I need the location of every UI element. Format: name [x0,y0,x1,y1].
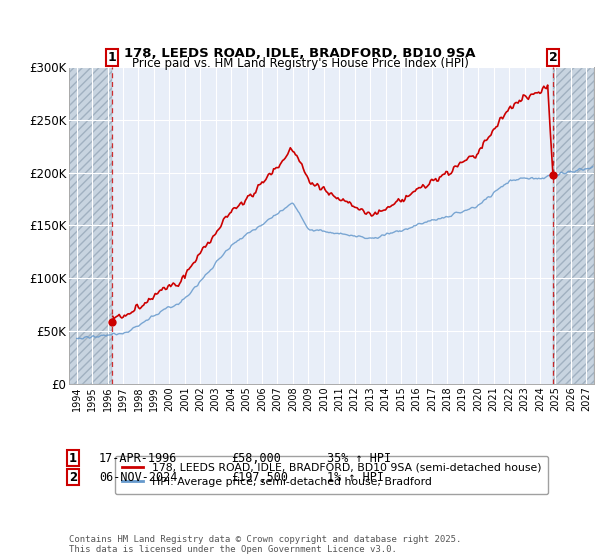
Bar [553,67,594,384]
Text: Price paid vs. HM Land Registry's House Price Index (HPI): Price paid vs. HM Land Registry's House … [131,57,469,70]
Text: £197,500: £197,500 [231,470,288,484]
Text: 1: 1 [69,451,77,465]
Text: Contains HM Land Registry data © Crown copyright and database right 2025.
This d: Contains HM Land Registry data © Crown c… [69,535,461,554]
Text: 17-APR-1996: 17-APR-1996 [99,451,178,465]
Text: 2: 2 [549,51,557,64]
Bar [69,67,112,384]
Legend: 178, LEEDS ROAD, IDLE, BRADFORD, BD10 9SA (semi-detached house), HPI: Average pr: 178, LEEDS ROAD, IDLE, BRADFORD, BD10 9S… [115,456,548,494]
Text: 178, LEEDS ROAD, IDLE, BRADFORD, BD10 9SA: 178, LEEDS ROAD, IDLE, BRADFORD, BD10 9S… [124,47,476,60]
Text: 2: 2 [69,470,77,484]
Text: 1: 1 [108,51,116,64]
Text: 06-NOV-2024: 06-NOV-2024 [99,470,178,484]
Text: £58,000: £58,000 [231,451,281,465]
Text: 35% ↑ HPI: 35% ↑ HPI [327,451,391,465]
Text: 1% ↑ HPI: 1% ↑ HPI [327,470,384,484]
